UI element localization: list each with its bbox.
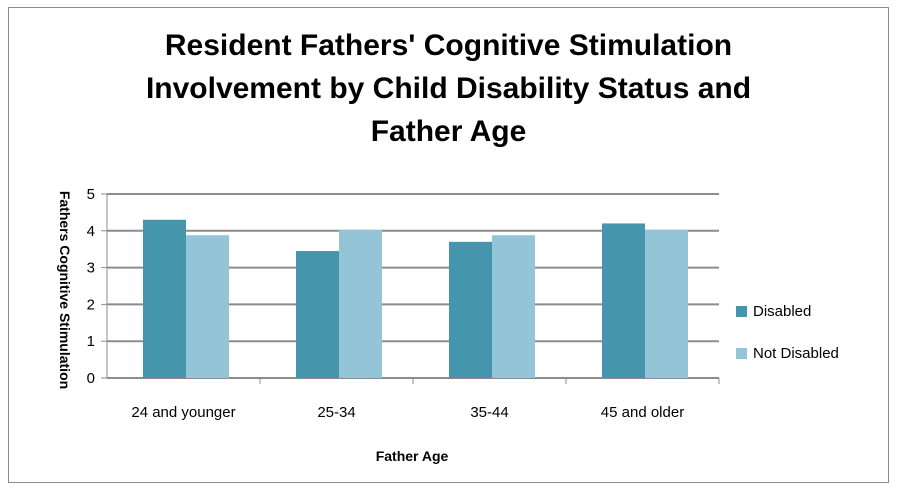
x-tick-label: 45 and older	[601, 404, 684, 421]
bar-not-disabled	[339, 230, 382, 378]
y-tick-label: 4	[87, 223, 95, 240]
y-tick-label: 1	[87, 333, 95, 350]
x-tick-label: 25-34	[317, 404, 355, 421]
chart-title: Resident Fathers' Cognitive Stimulation …	[145, 29, 752, 148]
bar-not-disabled	[492, 235, 535, 378]
y-axis-title: Fathers Cognitive Stimulation	[57, 191, 73, 389]
x-tick-label: 35-44	[470, 404, 508, 421]
x-axis-title: Father Age	[376, 448, 449, 464]
y-tick-label: 0	[87, 370, 95, 387]
x-tick-label: 24 and younger	[131, 404, 235, 421]
legend-label: Not Disabled	[753, 344, 839, 362]
legend-swatch	[736, 347, 747, 359]
legend-item-disabled: Disabled	[736, 300, 811, 322]
bar-not-disabled	[186, 235, 229, 378]
bar-disabled	[143, 219, 186, 378]
legend-swatch	[736, 305, 747, 317]
y-tick-label: 5	[87, 186, 95, 203]
y-tick-label: 3	[87, 260, 95, 277]
bar-not-disabled	[645, 229, 688, 378]
legend-label: Disabled	[753, 302, 812, 320]
y-tick-label: 2	[87, 296, 95, 313]
legend-item-not-disabled: Not Disabled	[736, 342, 839, 364]
bar-disabled	[449, 241, 492, 378]
bar-disabled	[296, 251, 339, 378]
bar-disabled	[602, 223, 645, 378]
